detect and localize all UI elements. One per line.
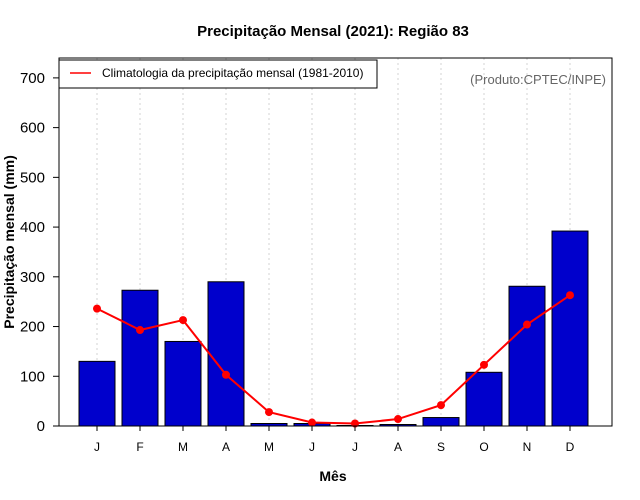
bar-1 [78, 360, 116, 427]
y-tick-label: 500 [20, 169, 45, 186]
x-tick-label: A [222, 440, 230, 454]
climatology-line [96, 294, 571, 425]
bar-2 [121, 289, 159, 427]
y-tick-label: 100 [20, 368, 45, 385]
y-tick-label: 400 [20, 219, 45, 236]
legend-box [58, 59, 378, 89]
bar-10 [465, 371, 503, 427]
climatology-point-10 [480, 360, 488, 369]
legend-label: Climatologia da precipitação mensal (198… [102, 66, 363, 80]
bar-3 [164, 340, 202, 427]
x-tick-label: F [136, 440, 143, 454]
x-axis-label: Mês [319, 468, 346, 484]
bar-12 [551, 230, 589, 427]
climatology-point-8 [394, 415, 402, 424]
bar-11 [508, 285, 546, 427]
source-annotation: (Produto:CPTEC/INPE) [470, 72, 606, 87]
x-tick-label: N [523, 440, 532, 454]
climatology-point-3 [179, 316, 187, 325]
bar-series [78, 230, 589, 427]
x-tick-label: J [309, 440, 315, 454]
climatology-point-5 [265, 408, 273, 417]
climatology-point-12 [566, 291, 574, 300]
bar-4 [207, 281, 245, 427]
x-tick-label: O [479, 440, 488, 454]
climatology-point-1 [93, 304, 101, 313]
climatology-point-4 [222, 370, 230, 379]
legend: Climatologia da precipitação mensal (198… [58, 59, 378, 89]
x-tick-label: A [394, 440, 402, 454]
bar-9 [422, 417, 460, 427]
y-tick-label: 200 [20, 319, 45, 336]
y-tick-label: 700 [20, 70, 45, 87]
x-tick-label: J [352, 440, 358, 454]
y-axis-label: Precipitação mensal (mm) [1, 155, 17, 329]
x-tick-label: M [264, 440, 274, 454]
y-axis: 0 100 200 300 400 500 600 700 [20, 70, 59, 435]
climatology-point-11 [523, 320, 531, 329]
x-tick-label: M [178, 440, 188, 454]
x-tick-label: J [94, 440, 100, 454]
chart-title: Precipitação Mensal (2021): Região 83 [197, 23, 469, 40]
plot-frame [58, 57, 613, 427]
climatology-point-2 [136, 326, 144, 335]
y-tick-label: 300 [20, 269, 45, 286]
y-tick-label: 600 [20, 120, 45, 137]
climatology-series [93, 291, 574, 428]
climatology-point-9 [437, 401, 445, 410]
y-tick-label: 0 [37, 418, 45, 435]
x-tick-label: D [566, 440, 575, 454]
climatology-point-6 [308, 418, 316, 427]
x-tick-label: S [437, 440, 445, 454]
